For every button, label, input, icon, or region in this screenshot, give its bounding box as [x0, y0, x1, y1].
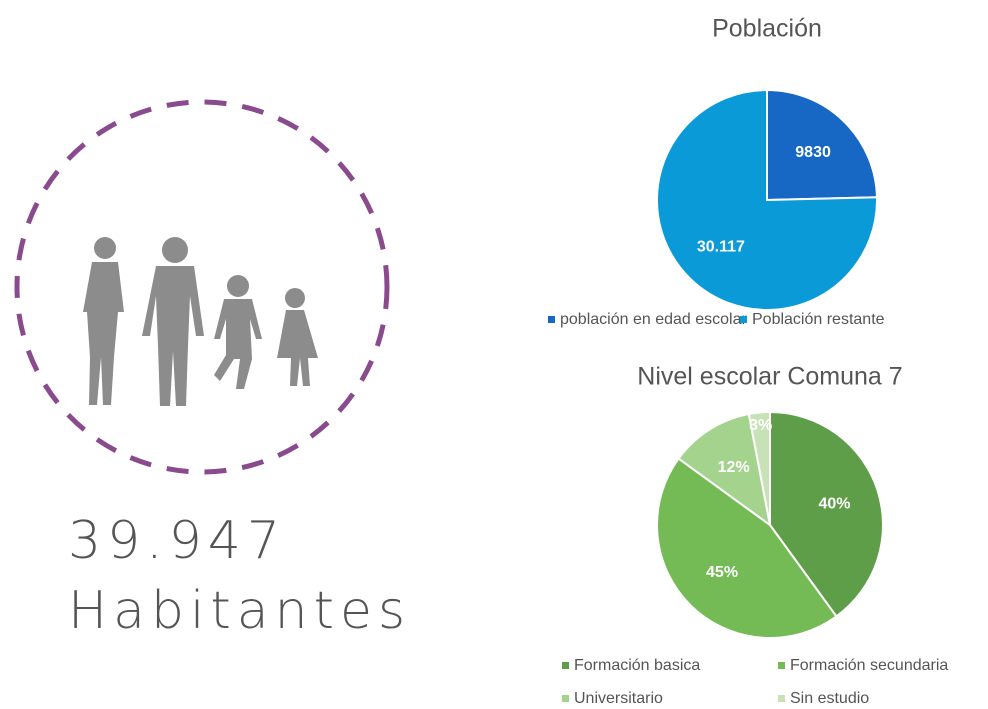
value-label: 45%	[706, 564, 738, 581]
value-label: 30.117	[697, 238, 745, 255]
value-label: 3%	[749, 417, 772, 434]
legend-swatch	[778, 662, 785, 669]
legend-label: Universitario	[574, 690, 663, 707]
chart-title: Población	[712, 15, 822, 43]
headline-number: 39.947	[68, 511, 286, 571]
legend-label: Formación secundaria	[790, 657, 948, 674]
pie-slice	[766, 88, 878, 202]
pie-slice	[656, 88, 878, 311]
value-label: 9830	[795, 144, 831, 161]
headline-label: Habitantes	[68, 581, 411, 641]
legend-swatch	[548, 316, 555, 323]
legend-label: Formación basica	[574, 657, 700, 674]
legend-swatch	[562, 695, 569, 702]
legend-label: Sin estudio	[790, 690, 869, 707]
pie-slice	[656, 457, 838, 639]
legend-swatch	[740, 316, 747, 323]
pie-slice	[769, 410, 884, 618]
chart-title: Nivel escolar Comuna 7	[637, 363, 902, 391]
legend-label: población en edad escolar	[560, 311, 747, 328]
dashed-circle	[14, 99, 390, 475]
legend-label: Población restante	[752, 311, 885, 328]
value-label: 40%	[818, 495, 850, 512]
legend-swatch	[778, 695, 785, 702]
pie-slice	[747, 410, 771, 526]
family-silhouette	[83, 237, 318, 406]
pie-slice	[677, 412, 772, 528]
legend-swatch	[562, 662, 569, 669]
value-label: 12%	[718, 459, 750, 476]
